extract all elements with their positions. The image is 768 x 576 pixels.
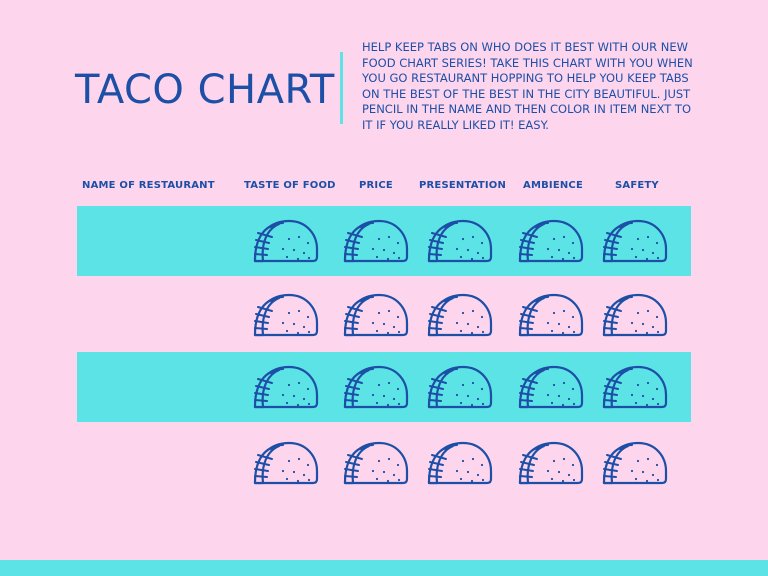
column-header-ambience: AMBIENCE: [523, 180, 584, 191]
taco-icon[interactable]: [421, 439, 495, 487]
taco-icon[interactable]: [421, 363, 495, 411]
column-header-restaurant: NAME OF RESTAURANT: [82, 180, 215, 191]
column-header-taste: TASTE OF FOOD: [244, 180, 336, 191]
taco-icon[interactable]: [512, 363, 586, 411]
column-header-safety: SAFETY: [615, 180, 659, 191]
table-row: [77, 280, 691, 350]
table-row: [77, 352, 691, 422]
taco-icon[interactable]: [337, 439, 411, 487]
table-row: [77, 428, 691, 498]
taco-icon[interactable]: [247, 439, 321, 487]
restaurant-name-cell[interactable]: [83, 230, 233, 250]
title-divider: [340, 52, 343, 124]
taco-icon[interactable]: [421, 291, 495, 339]
taco-icon[interactable]: [512, 217, 586, 265]
taco-icon[interactable]: [247, 291, 321, 339]
column-header-row: NAME OF RESTAURANT TASTE OF FOOD PRICE P…: [0, 180, 768, 194]
taco-icon[interactable]: [247, 363, 321, 411]
intro-text: HELP KEEP TABS ON WHO DOES IT BEST WITH …: [362, 40, 693, 132]
taco-icon[interactable]: [512, 439, 586, 487]
taco-icon[interactable]: [512, 291, 586, 339]
taco-icon[interactable]: [337, 291, 411, 339]
taco-icon[interactable]: [337, 217, 411, 265]
column-header-price: PRICE: [359, 180, 393, 191]
taco-icon[interactable]: [596, 363, 670, 411]
restaurant-name-cell[interactable]: [83, 376, 233, 396]
column-header-presentation: PRESENTATION: [419, 180, 507, 191]
taco-icon[interactable]: [596, 291, 670, 339]
table-row: [77, 206, 691, 276]
restaurant-name-cell[interactable]: [83, 304, 233, 324]
taco-icon[interactable]: [596, 217, 670, 265]
restaurant-name-cell[interactable]: [83, 452, 233, 472]
taco-icon[interactable]: [596, 439, 670, 487]
taco-icon[interactable]: [421, 217, 495, 265]
taco-icon[interactable]: [337, 363, 411, 411]
taco-icon[interactable]: [247, 217, 321, 265]
page-title: TACO CHART: [75, 67, 335, 113]
footer-bar: [0, 560, 768, 576]
